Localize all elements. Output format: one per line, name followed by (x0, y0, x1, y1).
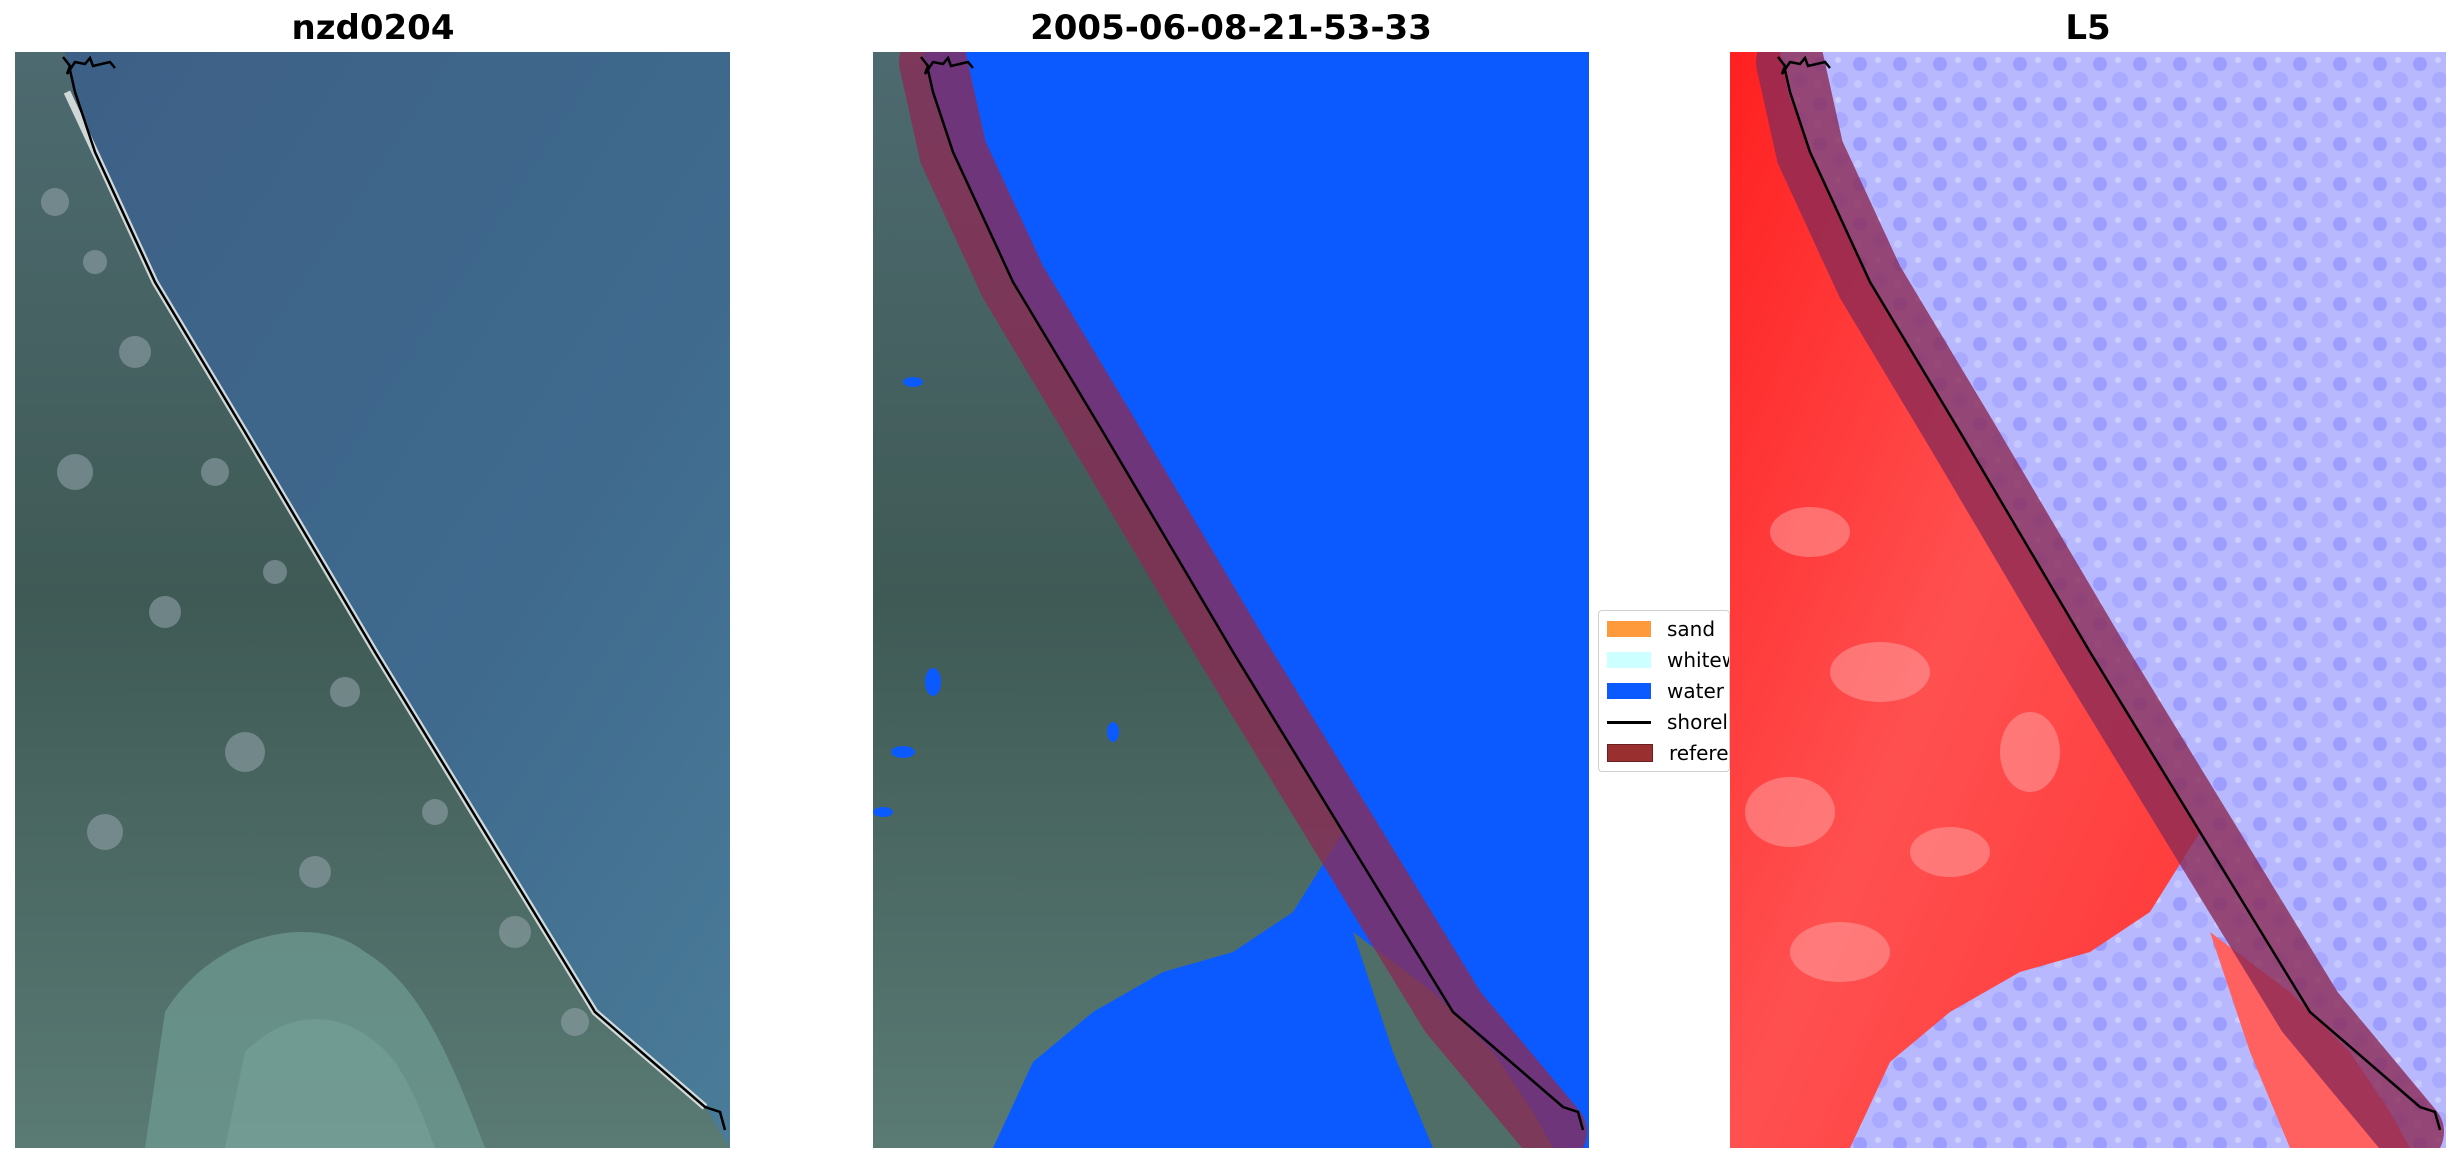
classification-panel (873, 52, 1589, 1148)
urban-texture (41, 188, 589, 1036)
legend-label-shoreline: shorel (1667, 710, 1728, 734)
shoreline-swatch (1607, 720, 1651, 724)
legend-label-reference: referen (1669, 741, 1729, 765)
water-patches (873, 377, 1119, 817)
rgb-image-panel (15, 52, 730, 1148)
panel-title-classification: 2005-06-08-21-53-33 (1030, 8, 1432, 48)
legend-label-water: water (1667, 679, 1724, 703)
legend-item-reference: referen (1607, 739, 1729, 767)
legend-label-sand: sand (1667, 617, 1716, 641)
sand-swatch (1607, 621, 1651, 637)
rgb-satellite-image (15, 52, 730, 1148)
panel-title-rgb: nzd0204 (291, 8, 455, 48)
legend-item-shoreline: shorel (1607, 708, 1728, 736)
shoreline-line (62, 55, 727, 1131)
shoreline-line (920, 55, 1585, 1131)
shoreline-line (1777, 55, 2442, 1131)
reference-swatch (1607, 744, 1653, 762)
water-swatch (1607, 683, 1651, 699)
legend-item-water: water (1607, 677, 1724, 705)
index-image (1730, 52, 2446, 1148)
legend-item-sand: sand (1607, 615, 1715, 643)
panel-title-index: L5 (2065, 8, 2111, 48)
classification-image (873, 52, 1589, 1148)
lagoon-water (1033, 952, 1433, 1148)
land-texture (1745, 507, 2060, 982)
land-index-area (1730, 52, 2200, 1148)
land-area (15, 52, 730, 1148)
whitewater-swatch (1607, 652, 1651, 668)
land-area (873, 52, 1343, 1148)
lagoon-index-area (1890, 952, 2290, 1148)
index-panel (1730, 52, 2446, 1148)
